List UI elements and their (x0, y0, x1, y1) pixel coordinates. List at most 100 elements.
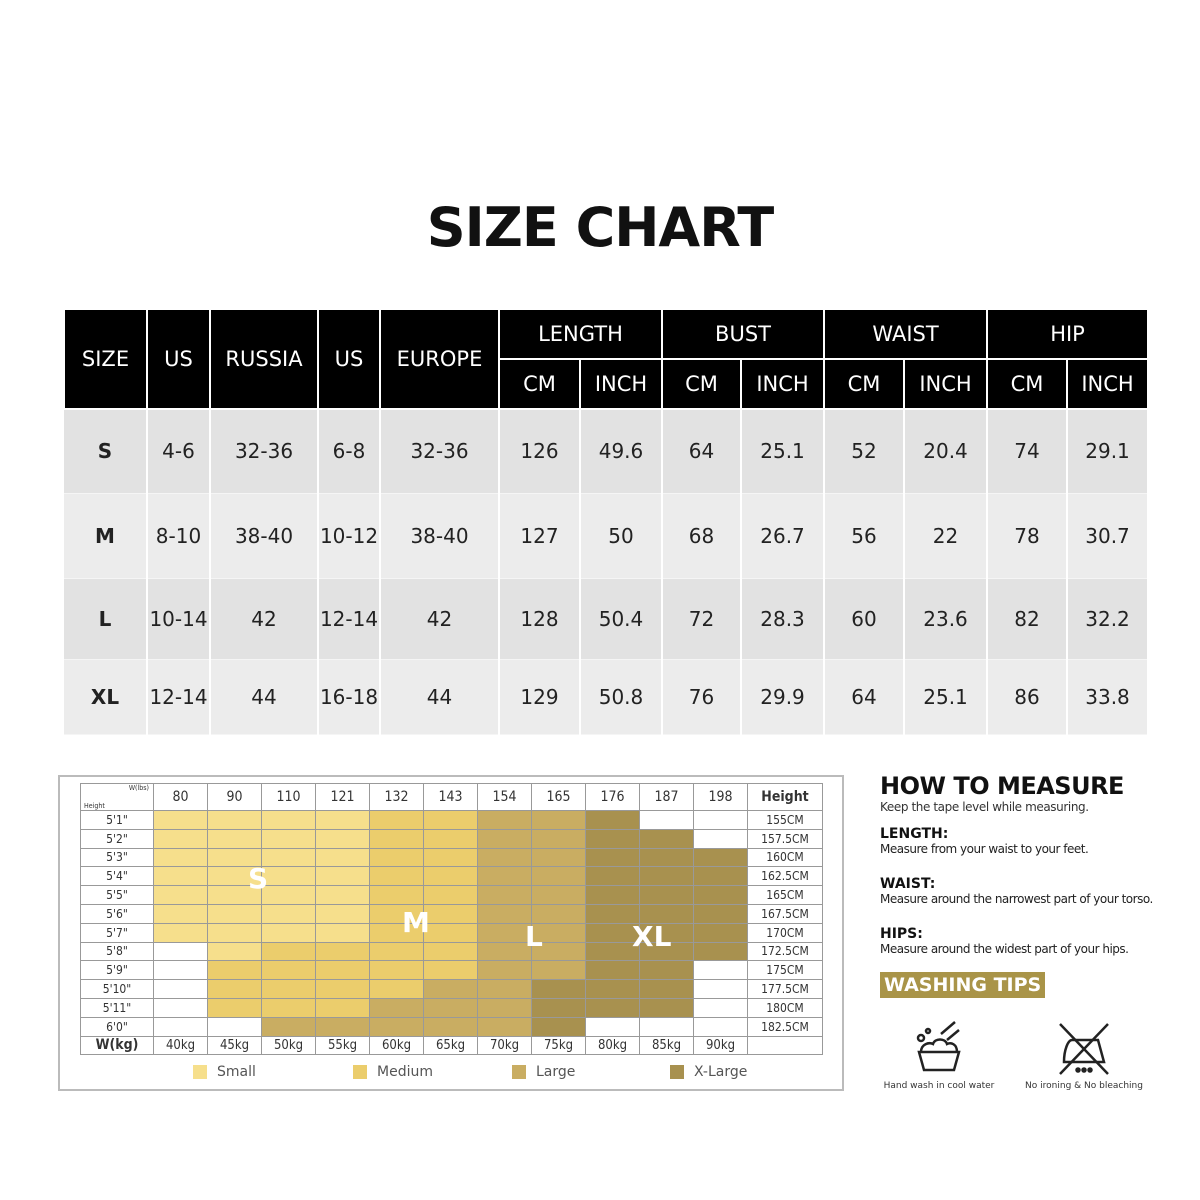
weight-lbs-header: 132 (369, 783, 424, 811)
size-cell-S (261, 810, 316, 830)
header-inch: INCH (740, 358, 826, 410)
value-cell: 129 (499, 659, 581, 735)
size-cell-L (477, 979, 532, 999)
weight-lbs-header: 176 (585, 783, 640, 811)
size-cell-M (369, 885, 424, 905)
height-ft: 5'7" (80, 922, 154, 943)
size-cell-L (369, 1016, 424, 1037)
height-cm: 160CM (747, 847, 823, 868)
size-cell-M (423, 810, 478, 830)
size-row: XL 12-14 44 16-18 44 129 50.8 76 29.9 64 25.1 86 33.… (64, 659, 1150, 735)
size-cell-M (207, 979, 262, 999)
value-cell: 76 (662, 659, 743, 735)
empty-cell (693, 810, 748, 830)
height-ft: 5'9" (80, 960, 154, 981)
weight-lbs-header: 198 (693, 783, 748, 811)
size-cell-M (423, 903, 478, 924)
value-cell: 42 (210, 578, 319, 660)
value-cell: 25.1 (741, 409, 826, 494)
size-cell-S (207, 941, 262, 962)
header-cm: CM (498, 358, 581, 410)
size-cell-L (477, 922, 532, 943)
hand-wash-icon (916, 1021, 961, 1072)
value-cell: 60 (824, 578, 906, 660)
empty-cell (693, 828, 748, 849)
legend-large: Large (512, 1064, 575, 1080)
size-cell-M (423, 941, 478, 962)
size-cell-L (369, 997, 424, 1018)
size-cell-L (531, 941, 586, 962)
size-cell-X (693, 903, 748, 924)
size-cell-S (207, 885, 262, 905)
value-cell: 78 (987, 493, 1069, 579)
size-label-xl: XL (632, 920, 672, 953)
height-cm: 165CM (747, 885, 823, 905)
size-cell-S (207, 828, 262, 849)
size-cell-S (153, 847, 208, 868)
size-cell-X (693, 941, 748, 962)
legend-medium: Medium (353, 1064, 433, 1080)
size-cell-S (153, 828, 208, 849)
value-cell: 44 (210, 659, 319, 735)
size-cell-M (369, 866, 424, 887)
waist-text: Measure around the narrowest part of you… (880, 892, 1153, 906)
height-ft: 5'1" (80, 810, 154, 830)
size-cell-X (693, 847, 748, 868)
value-cell: 4-6 (147, 409, 211, 494)
washing-tips-title: WASHING TIPS (880, 972, 1046, 998)
size-cell-X (639, 885, 694, 905)
height-cm: 155CM (747, 810, 823, 830)
size-cell-L (477, 1016, 532, 1037)
value-cell: 64 (824, 659, 906, 735)
value-cell: 32-36 (210, 409, 319, 494)
size-label-m: M (402, 906, 430, 939)
size-cell-L (477, 997, 532, 1018)
grid-row: 5'11" 180CM (80, 997, 823, 1018)
size-cell: S (64, 409, 148, 494)
size-cell-L (531, 885, 586, 905)
size-cell-X (531, 979, 586, 999)
weight-lbs-header: 110 (261, 783, 316, 811)
grid-row: 5'3" 160CM (80, 847, 823, 868)
value-cell: 6-8 (318, 409, 381, 494)
value-cell: 12-14 (147, 659, 211, 735)
blank-cell (747, 1035, 823, 1055)
grid-row: 5'8" 172.5CM (80, 941, 823, 962)
size-cell-X (585, 828, 640, 849)
header-inch: INCH (1066, 358, 1150, 410)
header-hip: HIP (986, 308, 1150, 360)
size-cell-M (423, 922, 478, 943)
size-cell-X (639, 979, 694, 999)
size-cell-X (639, 997, 694, 1018)
value-cell: 33.8 (1067, 659, 1150, 735)
size-cell-S (207, 922, 262, 943)
header-bust: BUST (661, 308, 826, 360)
empty-cell (693, 979, 748, 999)
size-cell-L (315, 1016, 370, 1037)
size-cell-X (585, 885, 640, 905)
weight-lbs-header: 187 (639, 783, 694, 811)
hips-text: Measure around the widest part of your h… (880, 942, 1129, 956)
height-weight-chart-frame (58, 775, 844, 1091)
value-cell: 8-10 (147, 493, 211, 579)
value-cell: 50.4 (580, 578, 664, 660)
size-cell-M (315, 979, 370, 999)
empty-cell (693, 997, 748, 1018)
value-cell: 74 (987, 409, 1069, 494)
no-ironing: No ironing & No bleaching (1024, 1018, 1144, 1091)
value-cell: 86 (987, 659, 1069, 735)
how-to-measure: HOW TO MEASURE Keep the tape level while… (880, 772, 1180, 998)
height-cm: 167.5CM (747, 903, 823, 924)
size-cell-S (315, 885, 370, 905)
header-cm: CM (661, 358, 743, 410)
height-cm: 162.5CM (747, 866, 823, 887)
grid-row: 5'6" 167.5CM (80, 903, 823, 924)
page-title: SIZE CHART (426, 196, 774, 259)
empty-cell (207, 1016, 262, 1037)
size-cell-S (153, 922, 208, 943)
header-us: US (146, 308, 211, 410)
value-cell: 10-14 (147, 578, 211, 660)
weight-kg-label: W(kg) (80, 1035, 154, 1055)
size-cell-L (477, 960, 532, 981)
size-cell-S (207, 810, 262, 830)
